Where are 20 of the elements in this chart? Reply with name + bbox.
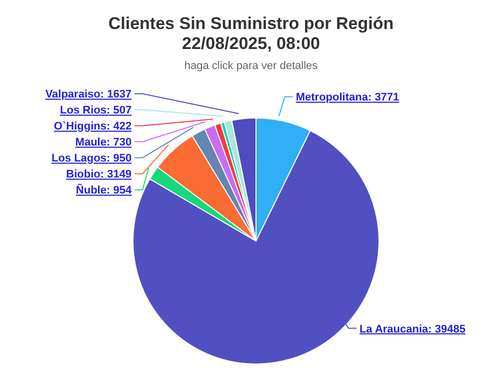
data-label: : 950 bbox=[106, 152, 132, 165]
slice-label: Maule bbox=[75, 136, 106, 149]
data-label: : 3149 bbox=[100, 168, 132, 181]
slice-label: Biobio bbox=[66, 168, 101, 181]
chart-title: Clientes Sin Suministro por Región 22/08/2025, 08:00 bbox=[107, 14, 395, 54]
slice-label: La Araucania bbox=[359, 323, 430, 336]
data-label: : 954 bbox=[106, 184, 132, 197]
slice-label: Metropolitana bbox=[296, 92, 369, 104]
data-label: : 422 bbox=[106, 120, 132, 133]
chart-subtitle: haga click para ver detalles bbox=[183, 60, 319, 74]
data-label: : 507 bbox=[106, 104, 132, 117]
data-label: : 730 bbox=[106, 136, 132, 149]
data-label: : 3771 bbox=[368, 92, 400, 104]
slice-label: O`Higgins bbox=[54, 120, 106, 133]
slice-label: Valparaiso bbox=[45, 88, 101, 101]
slice-label: Los Rios bbox=[60, 104, 106, 117]
slice-label: Los Lagos bbox=[51, 152, 106, 165]
data-label: : 1637 bbox=[100, 88, 132, 101]
slice-label: Ñuble bbox=[76, 184, 106, 197]
data-label: : 39485 bbox=[428, 323, 466, 336]
